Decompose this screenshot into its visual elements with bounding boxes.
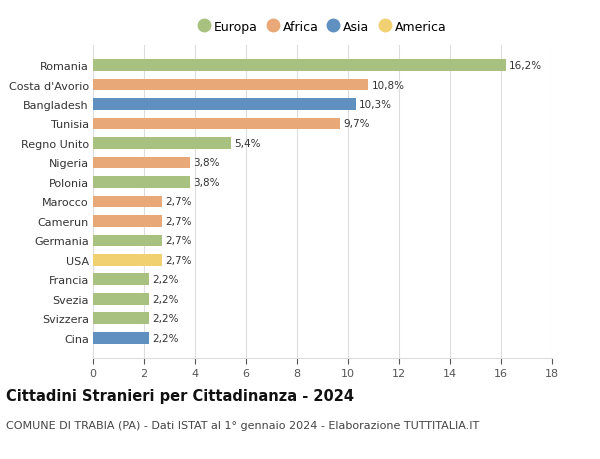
Text: Cittadini Stranieri per Cittadinanza - 2024: Cittadini Stranieri per Cittadinanza - 2… bbox=[6, 388, 354, 403]
Text: 2,2%: 2,2% bbox=[152, 333, 179, 343]
Bar bbox=[93, 99, 356, 111]
Text: 2,7%: 2,7% bbox=[165, 216, 191, 226]
Text: 10,8%: 10,8% bbox=[371, 80, 404, 90]
Text: 2,7%: 2,7% bbox=[165, 255, 191, 265]
Text: 2,7%: 2,7% bbox=[165, 197, 191, 207]
Text: 2,2%: 2,2% bbox=[152, 313, 179, 324]
Text: 3,8%: 3,8% bbox=[193, 158, 220, 168]
Text: 2,2%: 2,2% bbox=[152, 274, 179, 285]
Bar bbox=[93, 79, 368, 91]
Text: 10,3%: 10,3% bbox=[359, 100, 392, 110]
Text: 9,7%: 9,7% bbox=[343, 119, 370, 129]
Bar bbox=[93, 118, 340, 130]
Text: 2,7%: 2,7% bbox=[165, 236, 191, 246]
Bar bbox=[93, 157, 190, 169]
Bar bbox=[93, 216, 162, 227]
Bar bbox=[93, 293, 149, 305]
Text: 3,8%: 3,8% bbox=[193, 178, 220, 188]
Bar bbox=[93, 254, 162, 266]
Bar bbox=[93, 177, 190, 188]
Bar bbox=[93, 332, 149, 344]
Bar bbox=[93, 196, 162, 208]
Bar bbox=[93, 235, 162, 246]
Text: COMUNE DI TRABIA (PA) - Dati ISTAT al 1° gennaio 2024 - Elaborazione TUTTITALIA.: COMUNE DI TRABIA (PA) - Dati ISTAT al 1°… bbox=[6, 420, 479, 430]
Bar bbox=[93, 138, 231, 150]
Text: 5,4%: 5,4% bbox=[234, 139, 260, 149]
Legend: Europa, Africa, Asia, America: Europa, Africa, Asia, America bbox=[199, 21, 446, 34]
Text: 16,2%: 16,2% bbox=[509, 61, 542, 71]
Bar bbox=[93, 274, 149, 285]
Bar bbox=[93, 313, 149, 325]
Text: 2,2%: 2,2% bbox=[152, 294, 179, 304]
Bar bbox=[93, 60, 506, 72]
